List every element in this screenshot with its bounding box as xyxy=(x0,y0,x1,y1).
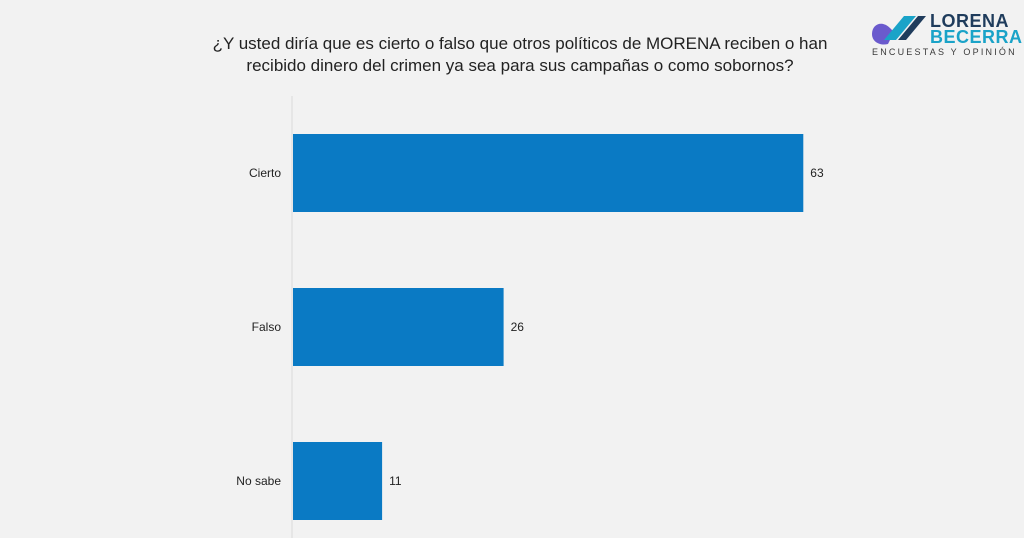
brand-name-line1: LORENA xyxy=(930,11,1009,31)
data-label: 11 xyxy=(389,474,402,488)
bar-0 xyxy=(293,134,804,212)
brand-name-line2: BECERRA xyxy=(930,27,1023,47)
brand-logo: LORENA BECERRA ENCUESTAS Y OPINIÓN xyxy=(866,6,1022,62)
data-label: 63 xyxy=(810,166,824,180)
chart-title: ¿Y usted diría que es cierto o falso que… xyxy=(212,34,828,75)
bar-2 xyxy=(293,442,383,520)
brand-mark-icon xyxy=(872,16,926,45)
category-label: Falso xyxy=(252,320,282,334)
bar-1 xyxy=(293,288,504,366)
category-label: No sabe xyxy=(236,474,281,488)
brand-tagline: ENCUESTAS Y OPINIÓN xyxy=(872,47,1017,57)
data-label: 26 xyxy=(511,320,525,334)
category-label: Cierto xyxy=(249,166,281,180)
